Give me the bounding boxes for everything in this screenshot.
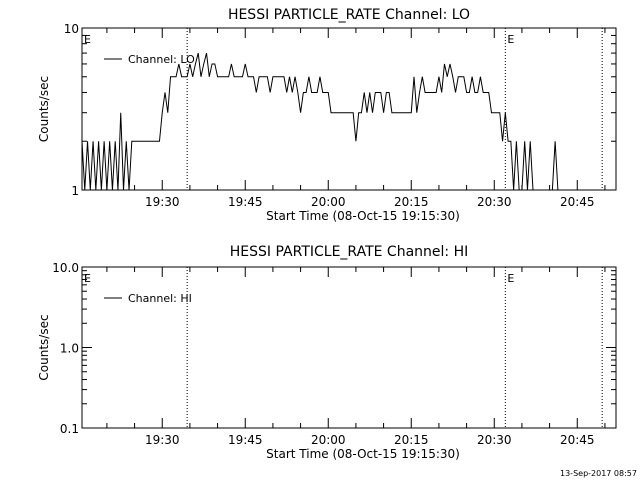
chart-1-y-axis-label: Counts/sec [37,314,51,380]
chart-0-x-axis-label: Start Time (08-Oct-15 19:15:30) [266,209,460,223]
chart-1-x-axis-label: Start Time (08-Oct-15 19:15:30) [266,447,460,461]
chart-0-legend-label: Channel: LO [128,53,195,66]
chart-1-y-tick-label: 10.0 [52,261,79,275]
lo-channel-panel: HESSI PARTICLE_RATE Channel: LO 10 1 19:30 1… [37,7,617,223]
chart-0-series-line [81,52,575,191]
chart-1-event-marker-label: E [507,272,514,285]
chart-0-x-tick-label: 19:30 [145,195,180,209]
chart-0-y-tick-label: 1 [71,184,79,198]
chart-0-x-tick-label: 20:45 [560,195,595,209]
chart-0-x-tick-label: 20:15 [394,195,429,209]
chart-0-event-marker-label: E [507,33,514,46]
chart-0-event-marker-label: E [84,33,91,46]
chart-0-x-tick-label: 20:00 [311,195,346,209]
chart-1-x-tick-label: 20:30 [477,433,512,447]
footer-timestamp: 13-Sep-2017 08:57 [560,469,637,478]
chart-0-title: HESSI PARTICLE_RATE Channel: LO [228,7,470,23]
chart-1-y-tick-label: 0.1 [60,422,79,436]
chart-1-event-marker-label: E [84,272,91,285]
chart-0-y-axis-label: Counts/sec [37,76,51,142]
chart-1-legend-label: Channel: HI [128,292,192,305]
chart-1-x-tick-label: 20:00 [311,433,346,447]
chart-0-x-tick-label: 19:45 [228,195,263,209]
chart-1-x-tick-label: 20:15 [394,433,429,447]
chart-1-y-tick-label: 1.0 [60,342,79,356]
chart-1-x-tick-label: 20:45 [560,433,595,447]
chart-1-title: HESSI PARTICLE_RATE Channel: HI [230,244,468,260]
chart-1-x-tick-label: 19:45 [228,433,263,447]
hi-channel-panel: HESSI PARTICLE_RATE Channel: HI 10.0 1.0 0.… [37,244,617,461]
chart-1-x-tick-label: 19:30 [145,433,180,447]
chart-0-y-tick-label: 10 [64,22,79,36]
chart-0-x-tick-label: 20:30 [477,195,512,209]
